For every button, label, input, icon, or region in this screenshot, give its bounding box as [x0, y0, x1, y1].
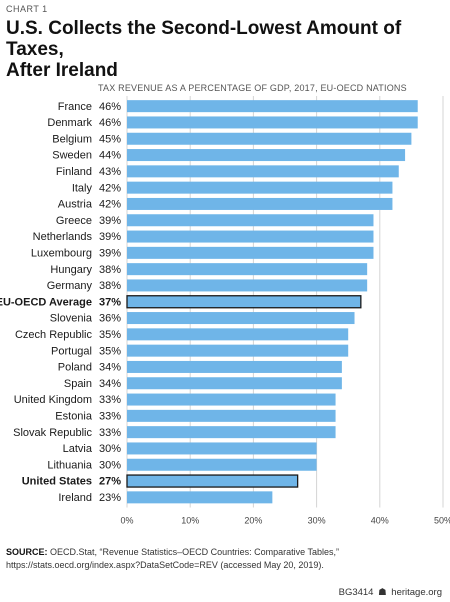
category-label-netherlands: Netherlands [33, 231, 93, 243]
category-label-denmark: Denmark [47, 117, 92, 129]
bar-germany [127, 279, 368, 292]
value-label-estonia: 33% [99, 410, 121, 422]
bar-slovenia [127, 312, 355, 325]
value-label-germany: 38% [99, 280, 121, 292]
source-text: OECD.Stat, “Revenue Statistics–OECD Coun… [6, 547, 339, 570]
footer: BG3414 ☗ heritage.org [339, 587, 442, 598]
bar-belgium [127, 132, 412, 145]
value-label-poland: 34% [99, 362, 121, 374]
bar-united-states [126, 474, 299, 488]
value-label-sweden: 44% [99, 150, 121, 162]
source-label: SOURCE: [6, 547, 48, 557]
value-label-finland: 43% [99, 166, 121, 178]
value-label-czech-republic: 35% [99, 329, 121, 341]
bar-lithuania [127, 458, 317, 471]
footer-site: heritage.org [391, 587, 442, 598]
value-label-slovenia: 36% [99, 313, 121, 325]
bar-denmark [127, 116, 418, 129]
category-label-hungary: Hungary [50, 264, 92, 276]
bar-latvia [127, 442, 317, 455]
value-label-netherlands: 39% [99, 231, 121, 243]
x-tick-label-30: 30% [308, 516, 326, 526]
value-label-italy: 42% [99, 182, 121, 194]
category-label-spain: Spain [64, 378, 92, 390]
x-tick-label-20: 20% [244, 516, 262, 526]
category-label-latvia: Latvia [63, 443, 93, 455]
footer-code: BG3414 [338, 587, 374, 598]
value-label-spain: 34% [99, 378, 121, 390]
value-label-belgium: 45% [99, 133, 121, 145]
chart-title-line2: After Ireland [6, 60, 118, 81]
category-label-estonia: Estonia [55, 410, 93, 422]
bar-greece [127, 214, 374, 227]
bar-chart: 0% 10% 20% 30% 40% 50% France 46% Denmark 46% Belg… [0, 96, 450, 526]
category-label-poland: Poland [58, 362, 92, 374]
value-label-france: 46% [99, 101, 121, 113]
bar-luxembourg [127, 246, 374, 259]
bar-eu-oecd-average [126, 295, 362, 309]
category-label-united-states: United States [22, 476, 92, 488]
bar-slovak-republic [127, 426, 336, 439]
category-label-finland: Finland [56, 166, 92, 178]
value-label-united-kingdom: 33% [99, 394, 121, 406]
bar-estonia [127, 409, 336, 422]
bar-poland [127, 360, 342, 373]
value-label-hungary: 38% [99, 264, 121, 276]
x-tick-label-50: 50% [434, 516, 450, 526]
source-note: SOURCE: OECD.Stat, “Revenue Statistics–O… [6, 546, 444, 572]
bar-hungary [127, 263, 368, 276]
category-label-ireland: Ireland [58, 492, 92, 504]
category-label-austria: Austria [58, 199, 93, 211]
category-label-italy: Italy [72, 182, 93, 194]
value-label-latvia: 30% [99, 443, 121, 455]
value-label-austria: 42% [99, 199, 121, 211]
category-label-united-kingdom: United Kingdom [14, 394, 92, 406]
category-label-luxembourg: Luxembourg [31, 247, 92, 259]
chart-title: U.S. Collects the Second-Lowest Amount o… [6, 18, 436, 81]
value-label-ireland: 23% [99, 492, 121, 504]
heritage-bell-icon: ☗ [378, 587, 387, 598]
bar-italy [127, 181, 393, 194]
bar-sweden [127, 149, 406, 162]
bar-portugal [127, 344, 349, 357]
x-tick-label-10: 10% [181, 516, 199, 526]
chart-title-line1: U.S. Collects the Second-Lowest Amount o… [6, 18, 402, 60]
category-label-germany: Germany [47, 280, 93, 292]
x-tick-label-0: 0% [120, 516, 133, 526]
value-label-slovak-republic: 33% [99, 427, 121, 439]
bar-austria [127, 197, 393, 210]
value-label-lithuania: 30% [99, 459, 121, 471]
category-label-france: France [58, 101, 92, 113]
chart-subtitle: TAX REVENUE AS A PERCENTAGE OF GDP, 2017… [98, 83, 407, 93]
bar-czech-republic [127, 328, 349, 341]
category-label-lithuania: Lithuania [47, 459, 93, 471]
bar-netherlands [127, 230, 374, 243]
bar-finland [127, 165, 399, 178]
category-label-czech-republic: Czech Republic [15, 329, 93, 341]
x-tick-label-40: 40% [371, 516, 389, 526]
bar-ireland [127, 491, 273, 504]
category-label-slovenia: Slovenia [50, 313, 93, 325]
value-label-portugal: 35% [99, 345, 121, 357]
value-label-denmark: 46% [99, 117, 121, 129]
bar-france [127, 100, 418, 113]
value-label-united-states: 27% [99, 476, 121, 488]
category-label-greece: Greece [56, 215, 92, 227]
category-label-eu-oecd-average: EU-OECD Average [0, 296, 92, 308]
category-label-sweden: Sweden [52, 150, 92, 162]
bar-spain [127, 377, 342, 390]
category-label-slovak-republic: Slovak Republic [13, 427, 92, 439]
category-label-belgium: Belgium [52, 133, 92, 145]
value-label-greece: 39% [99, 215, 121, 227]
category-label-portugal: Portugal [51, 345, 92, 357]
bar-united-kingdom [127, 393, 336, 406]
value-label-luxembourg: 39% [99, 247, 121, 259]
value-label-eu-oecd-average: 37% [99, 296, 121, 308]
chart-number: CHART 1 [6, 4, 48, 14]
